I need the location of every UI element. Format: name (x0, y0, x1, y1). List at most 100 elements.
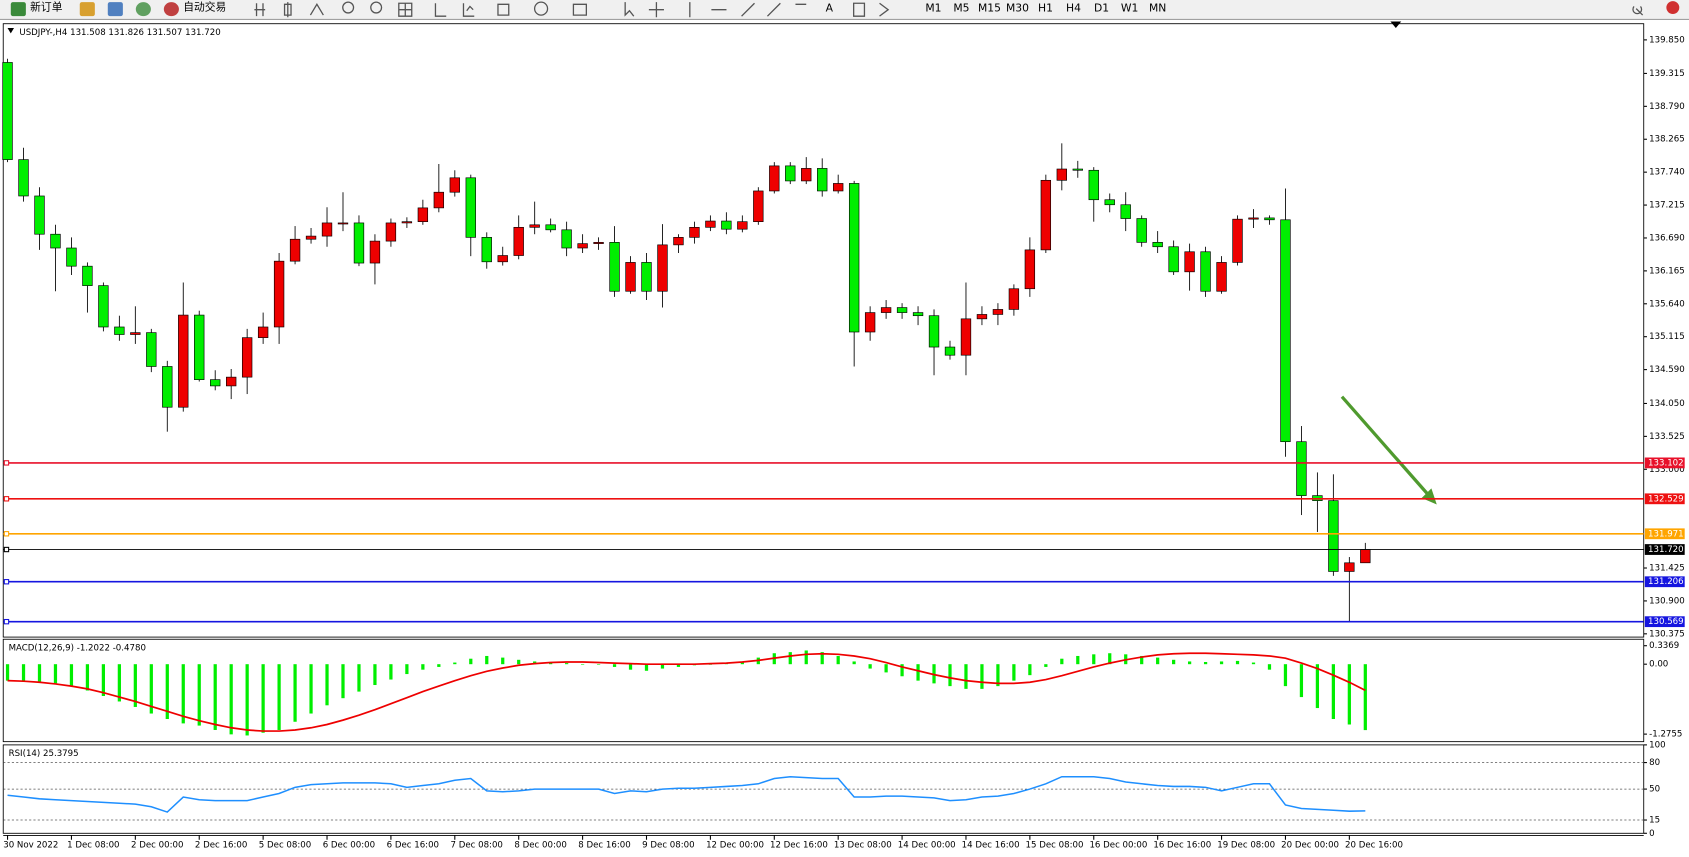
level-label: 131.206 (1648, 577, 1684, 587)
candle-body (721, 220, 732, 230)
icon[interactable] (689, 2, 807, 18)
x-tick-label: 1 Dec 08:00 (67, 841, 119, 851)
y-tick-label: 0.3369 (1649, 641, 1679, 651)
icon[interactable] (624, 2, 635, 17)
candle-body (1072, 168, 1083, 171)
timeframe-button[interactable]: H1 (1038, 2, 1053, 15)
timeframe-button[interactable]: D1 (1094, 2, 1109, 15)
macd-histogram-bar (1251, 662, 1256, 665)
y-tick-label: 137.740 (1649, 168, 1685, 178)
icon[interactable] (648, 2, 664, 18)
icon[interactable] (342, 1, 355, 14)
macd-histogram-bar (357, 664, 361, 692)
y-tick-label: 138.265 (1649, 135, 1685, 145)
level-label-box (1644, 576, 1685, 588)
y-tick-label: 135.115 (1649, 332, 1685, 342)
y-tick-label: 136.165 (1649, 266, 1685, 276)
macd-histogram-bar (517, 659, 521, 665)
x-tick-label: 12 Dec 00:00 (706, 841, 764, 851)
timeframe-button[interactable]: H4 (1066, 2, 1081, 15)
candle-body (976, 314, 988, 320)
y-tick-label: 0 (1649, 829, 1654, 839)
macd-histogram-bar (69, 664, 74, 687)
candle-body (880, 307, 892, 313)
candle-body (273, 260, 285, 328)
level-handle (3, 460, 10, 466)
timeframe-button[interactable]: W1 (1121, 2, 1138, 15)
shift-marker (1390, 21, 1402, 29)
candle-body (705, 220, 716, 228)
macd-histogram-bar (868, 664, 872, 669)
icon[interactable] (533, 1, 549, 16)
macd-histogram-bar (53, 664, 58, 684)
timeframe-button[interactable]: M15 (978, 2, 1001, 15)
new-order-icon[interactable] (10, 2, 26, 17)
macd-histogram-bar (612, 664, 617, 667)
trend-arrow (1340, 395, 1437, 505)
x-tick-label: 20 Dec 00:00 (1281, 841, 1339, 851)
candle-body (817, 168, 828, 192)
macd-histogram-bar (1267, 664, 1272, 670)
y-tick-label: 137.215 (1649, 201, 1685, 211)
macd-histogram-bar (197, 664, 201, 726)
icon[interactable] (79, 2, 95, 17)
alert-icon[interactable] (1666, 1, 1680, 15)
x-tick-label: 20 Dec 16:00 (1345, 841, 1403, 851)
timeframe-button[interactable]: M30 (1006, 2, 1029, 15)
candle-body (82, 265, 93, 286)
icon[interactable] (107, 2, 123, 17)
icon[interactable] (853, 2, 890, 17)
x-tick-label: 2 Dec 16:00 (195, 841, 247, 851)
icon[interactable] (309, 3, 324, 16)
level-handle (3, 496, 10, 502)
icon[interactable] (135, 2, 151, 17)
candle-body (130, 332, 141, 335)
macd-histogram-bar (85, 664, 90, 691)
timeframe-button[interactable]: M5 (953, 2, 969, 15)
x-tick-label: 9 Dec 08:00 (642, 841, 694, 851)
text-tool[interactable]: A (826, 2, 834, 15)
auto-trading-button[interactable]: 自动交易 (183, 1, 226, 14)
y-tick-label: 131.425 (1649, 564, 1685, 574)
macd-histogram-bar (580, 664, 585, 665)
icon[interactable] (398, 2, 413, 17)
x-tick-label: 15 Dec 08:00 (1026, 841, 1084, 851)
y-tick-label: 135.640 (1649, 299, 1685, 309)
candle-body (992, 309, 1004, 315)
macd-histogram-bar (996, 664, 1000, 687)
candle-body (625, 262, 636, 292)
timeframe-button[interactable]: MN (1149, 2, 1166, 15)
search-icon[interactable] (1632, 6, 1644, 16)
auto-trading-icon[interactable] (163, 2, 179, 17)
y-tick-label: 134.050 (1649, 399, 1685, 409)
icon[interactable] (254, 3, 266, 17)
icon[interactable] (497, 3, 510, 16)
candle-body (513, 226, 524, 256)
macd-histogram-bar (325, 664, 329, 706)
macd-histogram-bar (1187, 661, 1192, 665)
macd-histogram-bar (660, 664, 665, 669)
y-tick-label: 133.525 (1649, 432, 1685, 442)
icon[interactable] (572, 3, 588, 16)
icon[interactable] (434, 3, 447, 17)
level-label-box (1644, 493, 1685, 505)
icon[interactable] (462, 3, 475, 17)
icon[interactable] (283, 2, 292, 18)
x-tick-label: 16 Dec 00:00 (1089, 841, 1147, 851)
candle-body (1264, 217, 1275, 221)
new-order-button[interactable]: 新订单 (30, 1, 63, 14)
macd-histogram-bar (21, 664, 26, 682)
candle-body (401, 221, 413, 224)
x-tick-label: 16 Dec 16:00 (1153, 841, 1211, 851)
icon[interactable] (370, 1, 383, 14)
level-label-box (1644, 616, 1685, 628)
timeframe-button[interactable]: M1 (925, 2, 941, 15)
panel-title: RSI(14) 25.3795 (9, 749, 79, 759)
level-handle (3, 618, 10, 625)
macd-histogram-bar (644, 664, 649, 671)
macd-histogram-bar (948, 664, 952, 687)
candle-body (673, 237, 684, 246)
symbol-menu[interactable] (7, 28, 15, 34)
macd-histogram-bar (1299, 664, 1304, 698)
